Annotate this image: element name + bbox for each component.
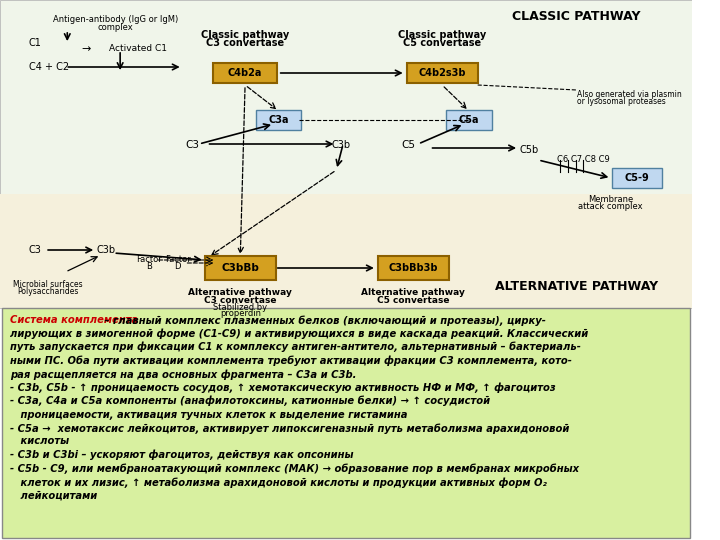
Text: C3b: C3b xyxy=(96,245,115,255)
Text: attack complex: attack complex xyxy=(578,202,643,211)
Text: C5-9: C5-9 xyxy=(625,173,649,183)
Text: Factor: Factor xyxy=(136,255,162,264)
Text: C6 C7 C8 C9: C6 C7 C8 C9 xyxy=(557,155,610,164)
Text: кислоты: кислоты xyxy=(9,436,68,447)
Text: - С5а →  хемотаксис лейкоцитов, активирует липоксигеназный путь метаболизма арах: - С5а → хемотаксис лейкоцитов, активируе… xyxy=(9,423,569,434)
Text: C5 convertase: C5 convertase xyxy=(377,296,449,305)
Text: B: B xyxy=(146,262,152,271)
Text: Alternative pathway: Alternative pathway xyxy=(361,288,465,297)
Text: Polysaccharides: Polysaccharides xyxy=(17,287,78,296)
Text: Classic pathway: Classic pathway xyxy=(398,30,486,40)
FancyBboxPatch shape xyxy=(204,256,276,280)
Text: C3 convertase: C3 convertase xyxy=(204,296,276,305)
Text: лирующих в зимогенной форме (С1-С9) и активирующихся в виде каскада реакций. Кла: лирующих в зимогенной форме (С1-С9) и ак… xyxy=(9,328,588,339)
Text: or lysosomal proteases: or lysosomal proteases xyxy=(577,97,665,106)
Text: - С5b - С9, или мембраноатакующий комплекс (МАК) → образование пор в мембранах м: - С5b - С9, или мембраноатакующий компле… xyxy=(9,463,579,474)
Text: C5: C5 xyxy=(402,140,415,150)
FancyBboxPatch shape xyxy=(378,256,449,280)
Text: →: → xyxy=(81,44,91,54)
FancyBboxPatch shape xyxy=(0,194,692,308)
Text: - С3а, С4а и С5а компоненты (анафилотоксины, катионные белки) → ↑ сосудистой: - С3а, С4а и С5а компоненты (анафилотокс… xyxy=(9,396,490,407)
Text: C4 + C2: C4 + C2 xyxy=(29,62,69,72)
Text: D: D xyxy=(174,262,181,271)
Text: C4b2a: C4b2a xyxy=(228,68,262,78)
Text: C3 convertase: C3 convertase xyxy=(206,38,284,48)
Text: properdin: properdin xyxy=(220,309,261,318)
Text: C3: C3 xyxy=(29,245,42,255)
Text: C5 convertase: C5 convertase xyxy=(403,38,481,48)
Text: Activated C1: Activated C1 xyxy=(109,44,166,53)
Text: Microbial surfaces: Microbial surfaces xyxy=(13,280,83,289)
Text: CLASSIC PATHWAY: CLASSIC PATHWAY xyxy=(513,10,641,23)
Text: проницаемости, активация тучных клеток к выделение гистамина: проницаемости, активация тучных клеток к… xyxy=(9,409,407,420)
FancyBboxPatch shape xyxy=(2,308,690,538)
Text: лейкоцитами: лейкоцитами xyxy=(9,490,97,501)
Text: клеток и их лизис, ↑ метаболизма арахидоновой кислоты и продукции активных форм : клеток и их лизис, ↑ метаболизма арахидо… xyxy=(9,477,546,488)
Text: C3bBb: C3bBb xyxy=(221,263,259,273)
Text: Система комплемента: Система комплемента xyxy=(9,315,138,325)
Text: Alternative pathway: Alternative pathway xyxy=(189,288,292,297)
FancyBboxPatch shape xyxy=(0,0,692,308)
Text: Stabilized by: Stabilized by xyxy=(213,303,267,312)
Text: - С3b и С3bi – ускоряют фагоцитоз, действуя как опсонины: - С3b и С3bi – ускоряют фагоцитоз, дейст… xyxy=(9,450,353,461)
Text: C3: C3 xyxy=(185,140,199,150)
FancyBboxPatch shape xyxy=(213,63,277,83)
Text: C1: C1 xyxy=(29,38,42,48)
Text: C4b2s3b: C4b2s3b xyxy=(418,68,466,78)
Text: Also generated via plasmin: Also generated via plasmin xyxy=(577,90,681,99)
Text: - С3b, С5b - ↑ проницаемость сосудов, ↑ хемотаксическую активность НФ и МФ, ↑ фа: - С3b, С5b - ↑ проницаемость сосудов, ↑ … xyxy=(9,382,555,393)
Text: путь запускается при фиксации С1 к комплексу антиген-антитело, альтернативный – : путь запускается при фиксации С1 к компл… xyxy=(9,342,580,353)
Text: – главный комплекс плазменных белков (включающий и протеазы), цирку-: – главный комплекс плазменных белков (вк… xyxy=(101,315,546,326)
Text: Antigen-antibody (IgG or IgM): Antigen-antibody (IgG or IgM) xyxy=(53,15,178,24)
Text: ными ПС. Оба пути активации комплемента требуют активации фракции С3 комплемента: ными ПС. Оба пути активации комплемента … xyxy=(9,355,572,366)
Text: C3bBb3b: C3bBb3b xyxy=(389,263,438,273)
Text: C5a: C5a xyxy=(459,115,480,125)
Text: Factor: Factor xyxy=(165,255,191,264)
Text: Membrane: Membrane xyxy=(588,195,633,204)
Text: ALTERNATIVE PATHWAY: ALTERNATIVE PATHWAY xyxy=(495,280,658,293)
FancyBboxPatch shape xyxy=(407,63,477,83)
FancyBboxPatch shape xyxy=(446,110,492,130)
Text: C3a: C3a xyxy=(269,115,289,125)
FancyBboxPatch shape xyxy=(612,168,662,188)
Text: C5b: C5b xyxy=(519,145,539,155)
Text: C3b: C3b xyxy=(332,140,351,150)
FancyBboxPatch shape xyxy=(256,110,301,130)
Text: рая расщепляется на два основных фрагмента – С3а и С3b.: рая расщепляется на два основных фрагмен… xyxy=(9,369,356,380)
Text: complex: complex xyxy=(97,23,133,32)
Text: Classic pathway: Classic pathway xyxy=(201,30,289,40)
